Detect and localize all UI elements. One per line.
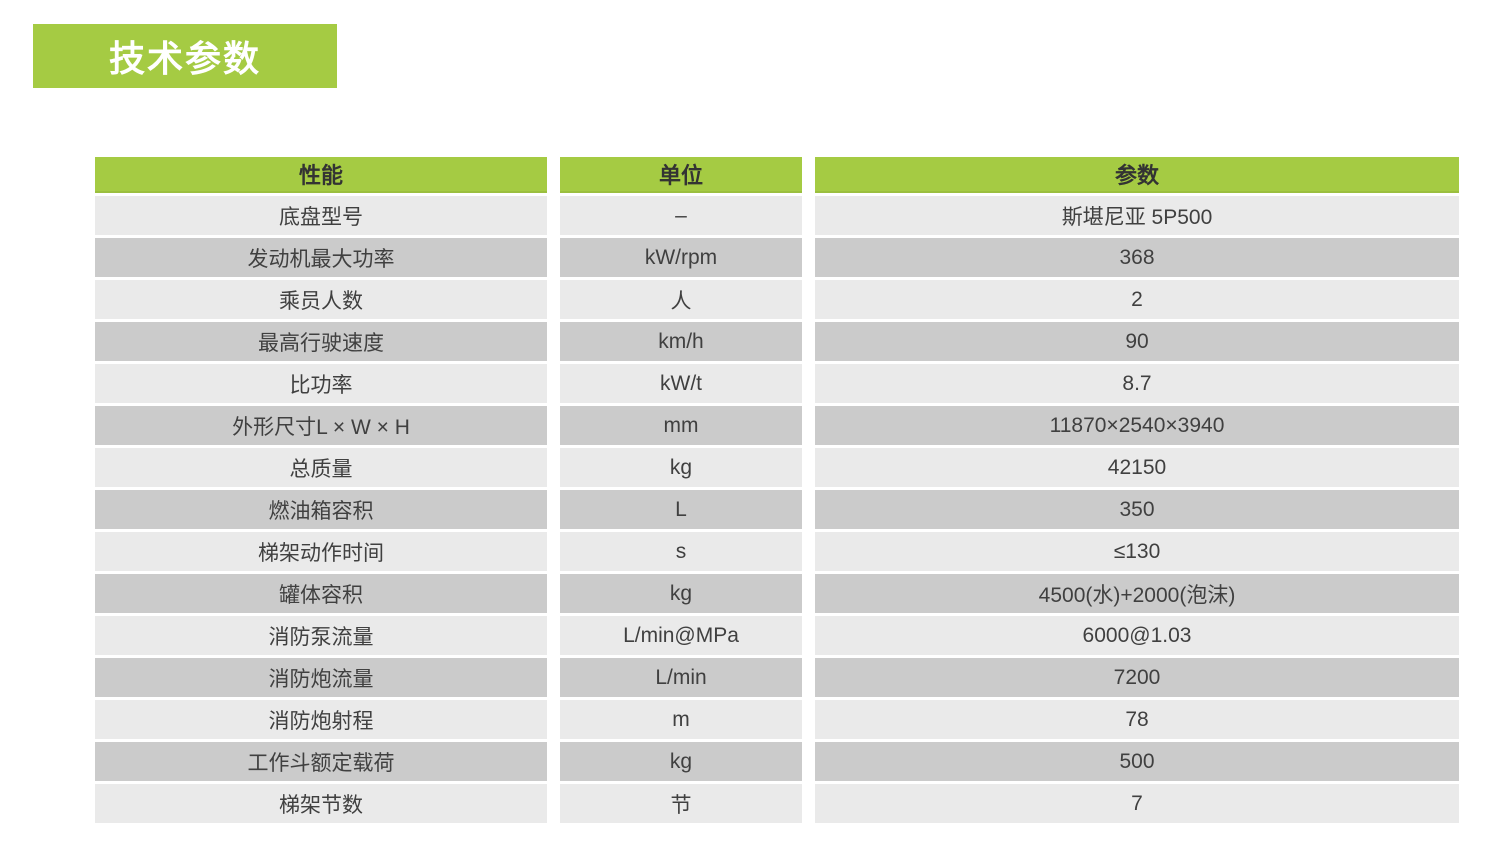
param-name-cell: 消防炮流量 [95,658,547,697]
param-name-cell: 梯架动作时间 [95,532,547,571]
spec-table: 性能 单位 参数底盘型号 – 斯堪尼亚 5P500 发动机最大功率 kW/rpm 368 乘员人… [95,157,1459,823]
param-unit-cell: kW/t [560,364,802,403]
param-value-cell: 6000@1.03 [815,616,1459,655]
param-name-cell: 消防泵流量 [95,616,547,655]
param-name-cell: 消防炮射程 [95,700,547,739]
param-name-cell: 工作斗额定载荷 [95,742,547,781]
param-value-cell: 90 [815,322,1459,361]
param-value-cell: 8.7 [815,364,1459,403]
param-name-cell: 燃油箱容积 [95,490,547,529]
param-value-cell: 500 [815,742,1459,781]
column-header-value: 参数 [815,157,1459,193]
param-unit-cell: km/h [560,322,802,361]
column-header-unit: 单位 [560,157,802,193]
param-unit-cell: – [560,196,802,235]
param-value-cell: 2 [815,280,1459,319]
param-value-cell: 350 [815,490,1459,529]
param-unit-cell: mm [560,406,802,445]
param-name-cell: 乘员人数 [95,280,547,319]
param-name-cell: 比功率 [95,364,547,403]
param-value-cell: 368 [815,238,1459,277]
param-value-cell: 7 [815,784,1459,823]
param-unit-cell: L [560,490,802,529]
section-title-badge: 技术参数 [33,24,337,88]
param-name-cell: 梯架节数 [95,784,547,823]
section-title: 技术参数 [108,38,261,79]
param-value-cell: 4500(水)+2000(泡沫) [815,574,1459,613]
param-value-cell: ≤130 [815,532,1459,571]
param-unit-cell: kg [560,448,802,487]
param-unit-cell: s [560,532,802,571]
param-unit-cell: m [560,700,802,739]
param-value-cell: 42150 [815,448,1459,487]
param-unit-cell: 节 [560,784,802,823]
param-value-cell: 斯堪尼亚 5P500 [815,196,1459,235]
param-name-cell: 底盘型号 [95,196,547,235]
param-value-cell: 11870×2540×3940 [815,406,1459,445]
param-name-cell: 最高行驶速度 [95,322,547,361]
param-unit-cell: kg [560,574,802,613]
param-name-cell: 外形尺寸L × W × H [95,406,547,445]
column-header-name: 性能 [95,157,547,193]
param-unit-cell: kg [560,742,802,781]
param-value-cell: 7200 [815,658,1459,697]
param-name-cell: 发动机最大功率 [95,238,547,277]
param-name-cell: 罐体容积 [95,574,547,613]
param-name-cell: 总质量 [95,448,547,487]
param-unit-cell: L/min [560,658,802,697]
param-unit-cell: 人 [560,280,802,319]
param-unit-cell: L/min@MPa [560,616,802,655]
param-unit-cell: kW/rpm [560,238,802,277]
param-value-cell: 78 [815,700,1459,739]
